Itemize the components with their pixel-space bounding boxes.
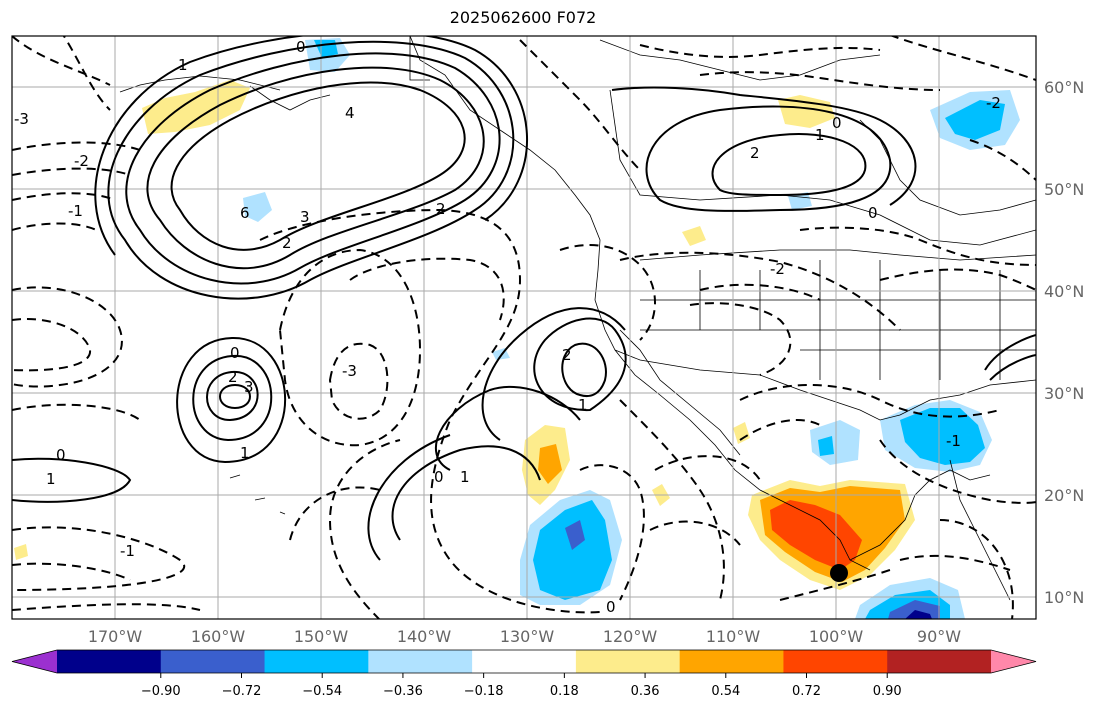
storm-marker: [830, 564, 848, 582]
colorbar-tick-label: −0.36: [383, 684, 423, 699]
colorbar-segment: [160, 650, 266, 673]
shaded-anomalies: [14, 38, 1020, 619]
colorbar-extend-low: [12, 650, 57, 673]
contour-label: 0: [434, 468, 444, 486]
colorbar-tick-label: −0.90: [141, 684, 181, 699]
lon-label: 130°W: [500, 627, 555, 646]
latitude-labels: 60°N 50°N 40°N 30°N 20°N 10°N: [1044, 78, 1084, 607]
colorbar-segment: [783, 650, 888, 673]
contour-label: 1: [178, 56, 188, 74]
dashed-contours: [12, 36, 1036, 619]
colorbar-segment: [679, 650, 784, 673]
contour-label: 0: [56, 446, 66, 464]
lat-label: 40°N: [1044, 282, 1084, 301]
colorbar-segment: [887, 650, 992, 673]
colorbar-tick-label: 0.54: [711, 684, 740, 699]
lon-label: 100°W: [809, 627, 864, 646]
graticule: [12, 36, 1036, 619]
contour-label: 2: [750, 144, 760, 162]
map-title: 2025062600 F072: [449, 8, 597, 27]
contour-label: 6: [240, 204, 250, 222]
map-border: [11, 35, 1037, 620]
lon-label: 140°W: [397, 627, 452, 646]
colorbar-outline: [11, 649, 1037, 674]
solid-contours: [12, 36, 1036, 561]
colorbar-tick-label: 0.72: [792, 684, 821, 699]
longitude-labels: 170°W 160°W 150°W 140°W 130°W 120°W 110°…: [88, 627, 961, 646]
lat-label: 30°N: [1044, 384, 1084, 403]
colorbar-tick-label: −0.54: [302, 684, 342, 699]
lon-label: 90°W: [917, 627, 961, 646]
contour-label: 3: [300, 208, 310, 226]
colorbar-segment: [57, 650, 162, 673]
lat-label: 50°N: [1044, 180, 1084, 199]
contour-label: 1: [46, 470, 56, 488]
contour-label: -2: [74, 152, 89, 170]
contour-label: -2: [770, 260, 785, 278]
contour-label: -3: [342, 362, 357, 380]
contour-label: 2: [562, 346, 572, 364]
colorbar-segment: [575, 650, 681, 673]
colorbar-tick-label: 0.36: [631, 684, 660, 699]
contour-label: -2: [986, 94, 1001, 112]
colorbar-tick-label: 0.90: [873, 684, 902, 699]
colorbar-tick-label: −0.72: [222, 684, 262, 699]
lon-label: 160°W: [191, 627, 246, 646]
contour-label: -1: [946, 432, 961, 450]
colorbar-segment: [472, 650, 577, 673]
contour-label: 0: [606, 598, 616, 616]
colorbar-segment: [264, 650, 369, 673]
contour-label: 0: [832, 114, 842, 132]
shade-blue-small: [243, 192, 272, 222]
colorbar-tick-label: −0.18: [464, 684, 504, 699]
colorbar: [11, 649, 1037, 674]
contour-label: -3: [14, 110, 29, 128]
lat-label: 10°N: [1044, 588, 1084, 607]
colorbar-tick-label: 0.18: [550, 684, 579, 699]
lon-label: 150°W: [294, 627, 349, 646]
contour-label: -1: [120, 542, 135, 560]
contour-label: 2: [282, 234, 292, 252]
lon-label: 170°W: [88, 627, 143, 646]
contour-label: 2: [228, 368, 238, 386]
contour-label-group: 4 3 2 6 1 0 2 1 3 2 1 0 1 0 1 2 1 0 0 -2…: [14, 38, 1001, 616]
contour-label: 0: [230, 344, 240, 362]
lat-label: 60°N: [1044, 78, 1084, 97]
colorbar-segment: [368, 650, 473, 673]
contour-label: 1: [578, 396, 588, 414]
lat-label: 20°N: [1044, 486, 1084, 505]
lon-label: 110°W: [706, 627, 761, 646]
contour-label: 4: [345, 104, 355, 122]
colorbar-ticks: −0.90 −0.72 −0.54 −0.36 −0.18 0.18 0.36 0.54 0.7…: [141, 673, 902, 699]
lon-label: 120°W: [603, 627, 658, 646]
contour-label: 2: [436, 200, 446, 218]
contour-label: 0: [868, 204, 878, 222]
contour-label: 1: [815, 126, 825, 144]
shade-alaska-yellow: [142, 80, 250, 134]
contour-label: 0: [296, 38, 306, 56]
contour-label: -1: [68, 202, 83, 220]
contour-label: 3: [244, 378, 254, 396]
contour-label: 1: [460, 468, 470, 486]
colorbar-extend-high: [991, 650, 1036, 673]
contour-label: 1: [240, 444, 250, 462]
